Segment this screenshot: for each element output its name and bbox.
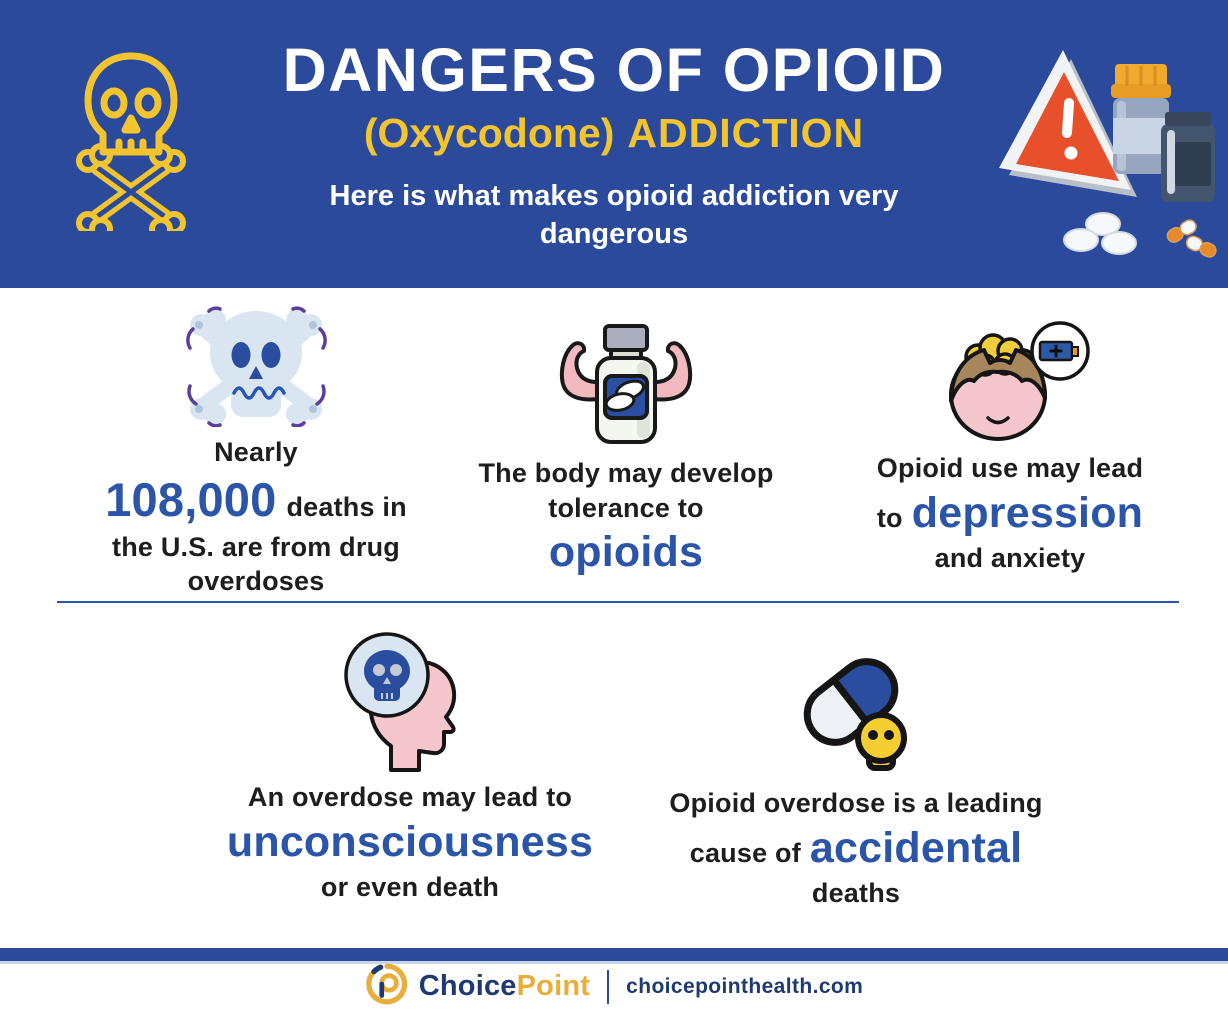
- fact-line: the U.S. are from drug: [105, 530, 407, 565]
- fact-text-segment: An overdose may lead to: [247, 782, 573, 812]
- fact-text-segment: Nearly: [214, 437, 298, 467]
- fact-tolerance-text: The body may develop tolerance to opioid…: [478, 456, 773, 580]
- fact-line: Opioid overdose is a leading: [669, 786, 1042, 821]
- brand-wordmark: ChoicePoint: [419, 970, 590, 1003]
- page-title: DANGERS OF OPIOID: [282, 36, 946, 104]
- fact-text-segment: to: [876, 502, 903, 533]
- capsule-skull-icon: [781, 636, 931, 778]
- fact-unconsciousness: An overdose may lead to unconsciousness …: [200, 630, 620, 904]
- fact-highlight-word: opioids: [548, 528, 704, 577]
- fact-text-segment: overdoses: [187, 566, 325, 597]
- fact-line: An overdose may lead to: [227, 780, 593, 815]
- fact-accidental-deaths-text: Opioid overdose is a leading cause of acc…: [669, 786, 1042, 910]
- bottom-accent-bar-highlight: [0, 961, 1228, 964]
- head-skull-thought-icon: [335, 630, 485, 772]
- fact-depression: Opioid use may lead to depression and anx…: [840, 303, 1180, 575]
- fact-highlight-word: accidental: [809, 823, 1023, 872]
- fact-text-segment: tolerance to: [548, 492, 704, 523]
- section-divider-line: [57, 601, 1179, 603]
- fact-line: deaths: [669, 876, 1042, 911]
- bottom-accent-bar: [0, 948, 1228, 961]
- fact-depression-text: Opioid use may lead to depression and anx…: [877, 451, 1143, 575]
- fact-unconsciousness-text: An overdose may lead to unconsciousness …: [227, 780, 593, 904]
- fact-accidental-deaths: Opioid overdose is a leading cause of acc…: [646, 636, 1066, 910]
- fact-line: and anxiety: [877, 541, 1143, 576]
- fact-line: Opioid use may lead: [877, 451, 1143, 486]
- fact-line: opioids: [478, 525, 773, 580]
- subtitle-drug-name: (Oxycodone): [363, 110, 615, 157]
- footer-website-url: choicepointhealth.com: [626, 974, 864, 998]
- fact-highlight-word: unconsciousness: [226, 817, 594, 866]
- warning-triangle-pill-bottles-illustration: [985, 40, 1220, 262]
- fact-text-segment: cause of: [689, 837, 801, 868]
- fact-text-segment: deaths in: [286, 491, 407, 522]
- fact-text-segment: The body may develop: [478, 458, 774, 488]
- brand-part-point: Point: [516, 970, 591, 1002]
- fact-overdose-deaths-text: Nearly 108,000 deaths in the U.S. are fro…: [105, 435, 407, 599]
- footer: ChoicePoint choicepointhealth.com: [0, 962, 1228, 1011]
- fact-text-segment: Opioid overdose is a leading: [669, 788, 1043, 818]
- fact-line: to depression: [877, 486, 1143, 541]
- fact-text-segment: deaths: [811, 877, 901, 908]
- subtitle-addiction-word: ADDICTION: [627, 110, 865, 157]
- footer-divider-line: [607, 969, 610, 1004]
- fact-line: unconsciousness: [227, 815, 593, 870]
- fact-text-segment: or even death: [320, 871, 500, 902]
- fact-text-segment: the U.S. are from drug: [112, 531, 400, 562]
- fact-line: 108,000 deaths in: [105, 470, 407, 530]
- fact-tolerance: The body may develop tolerance to opioid…: [456, 300, 796, 580]
- fact-overdose-deaths: Nearly 108,000 deaths in the U.S. are fro…: [86, 305, 426, 599]
- header-text-block: DANGERS OF OPIOID (Oxycodone) ADDICTION H…: [239, 38, 989, 254]
- header-banner: DANGERS OF OPIOID (Oxycodone) ADDICTION H…: [0, 0, 1228, 288]
- fact-text-segment: and anxiety: [934, 542, 1086, 573]
- skull-crossbones-icon: [179, 305, 334, 427]
- skull-crossbones-outline-icon: [64, 46, 199, 241]
- fact-line: or even death: [227, 870, 593, 905]
- fact-text-segment: Opioid use may lead: [876, 453, 1144, 483]
- fact-line: tolerance to: [478, 491, 773, 526]
- brain-low-battery-icon: [926, 303, 1094, 443]
- fact-highlight-number: 108,000: [105, 472, 277, 526]
- page-subtitle: (Oxycodone) ADDICTION: [239, 110, 989, 157]
- fact-line: cause of accidental: [669, 821, 1042, 876]
- fact-line: The body may develop: [478, 456, 773, 491]
- choicepoint-logo-icon: [365, 962, 409, 1011]
- fact-highlight-word: depression: [911, 488, 1144, 537]
- strong-pill-bottle-icon: [533, 300, 719, 448]
- header-tagline: Here is what makes opioid addiction very…: [329, 180, 899, 250]
- fact-line: Nearly: [105, 435, 407, 470]
- brand-part-choice: Choice: [418, 970, 517, 1002]
- fact-line: overdoses: [105, 564, 407, 599]
